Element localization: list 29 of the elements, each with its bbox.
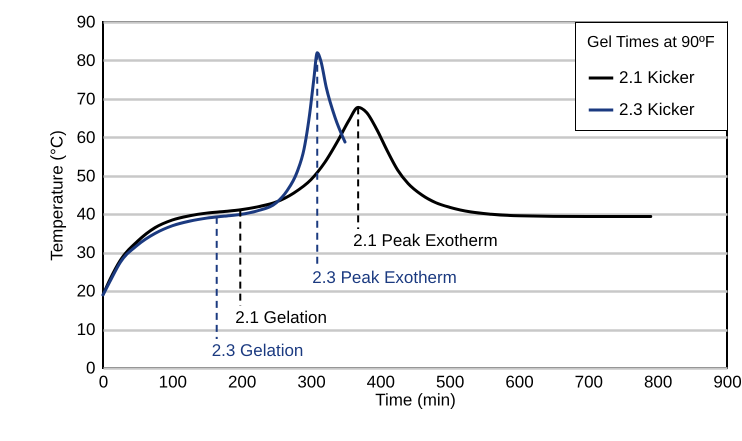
x-tick-label: 0	[98, 372, 108, 392]
y-tick-label: 60	[76, 128, 96, 147]
legend-label: 2.1 Kicker	[619, 68, 695, 87]
x-tick-label: 800	[644, 372, 672, 392]
y-tick-label: 10	[76, 320, 96, 340]
annotation: 2.3 Peak Exotherm	[312, 268, 457, 287]
y-tick-label: 30	[76, 243, 96, 262]
y-tick-label: 70	[76, 89, 96, 108]
x-tick-label: 500	[436, 372, 464, 392]
x-axis-title: Time (min)	[375, 390, 456, 410]
x-tick-label: 300	[297, 372, 326, 392]
legend-label: 2.3 Kicker	[619, 100, 695, 119]
y-tick-label: 80	[76, 50, 96, 70]
y-tick-label: 0	[86, 358, 96, 378]
x-tick-label: 600	[505, 372, 534, 392]
x-tick-label: 200	[228, 372, 256, 392]
legend-title: Gel Times at 90ºF	[587, 34, 715, 51]
x-tick-label: 700	[574, 372, 604, 392]
y-tick-label: 40	[76, 204, 96, 224]
y-tick-label: 50	[76, 166, 96, 186]
y-axis-title: Temperature (°C)	[48, 130, 67, 261]
y-tick-label: 90	[76, 12, 96, 32]
annotation: 2.1 Gelation	[235, 308, 327, 327]
x-tick-label: 400	[366, 372, 396, 392]
y-tick-label: 20	[76, 282, 96, 301]
annotation: 2.3 Gelation	[212, 341, 304, 360]
x-tick-label: 900	[713, 372, 742, 392]
annotation: 2.1 Peak Exotherm	[353, 231, 498, 250]
x-tick-label: 100	[158, 372, 188, 392]
